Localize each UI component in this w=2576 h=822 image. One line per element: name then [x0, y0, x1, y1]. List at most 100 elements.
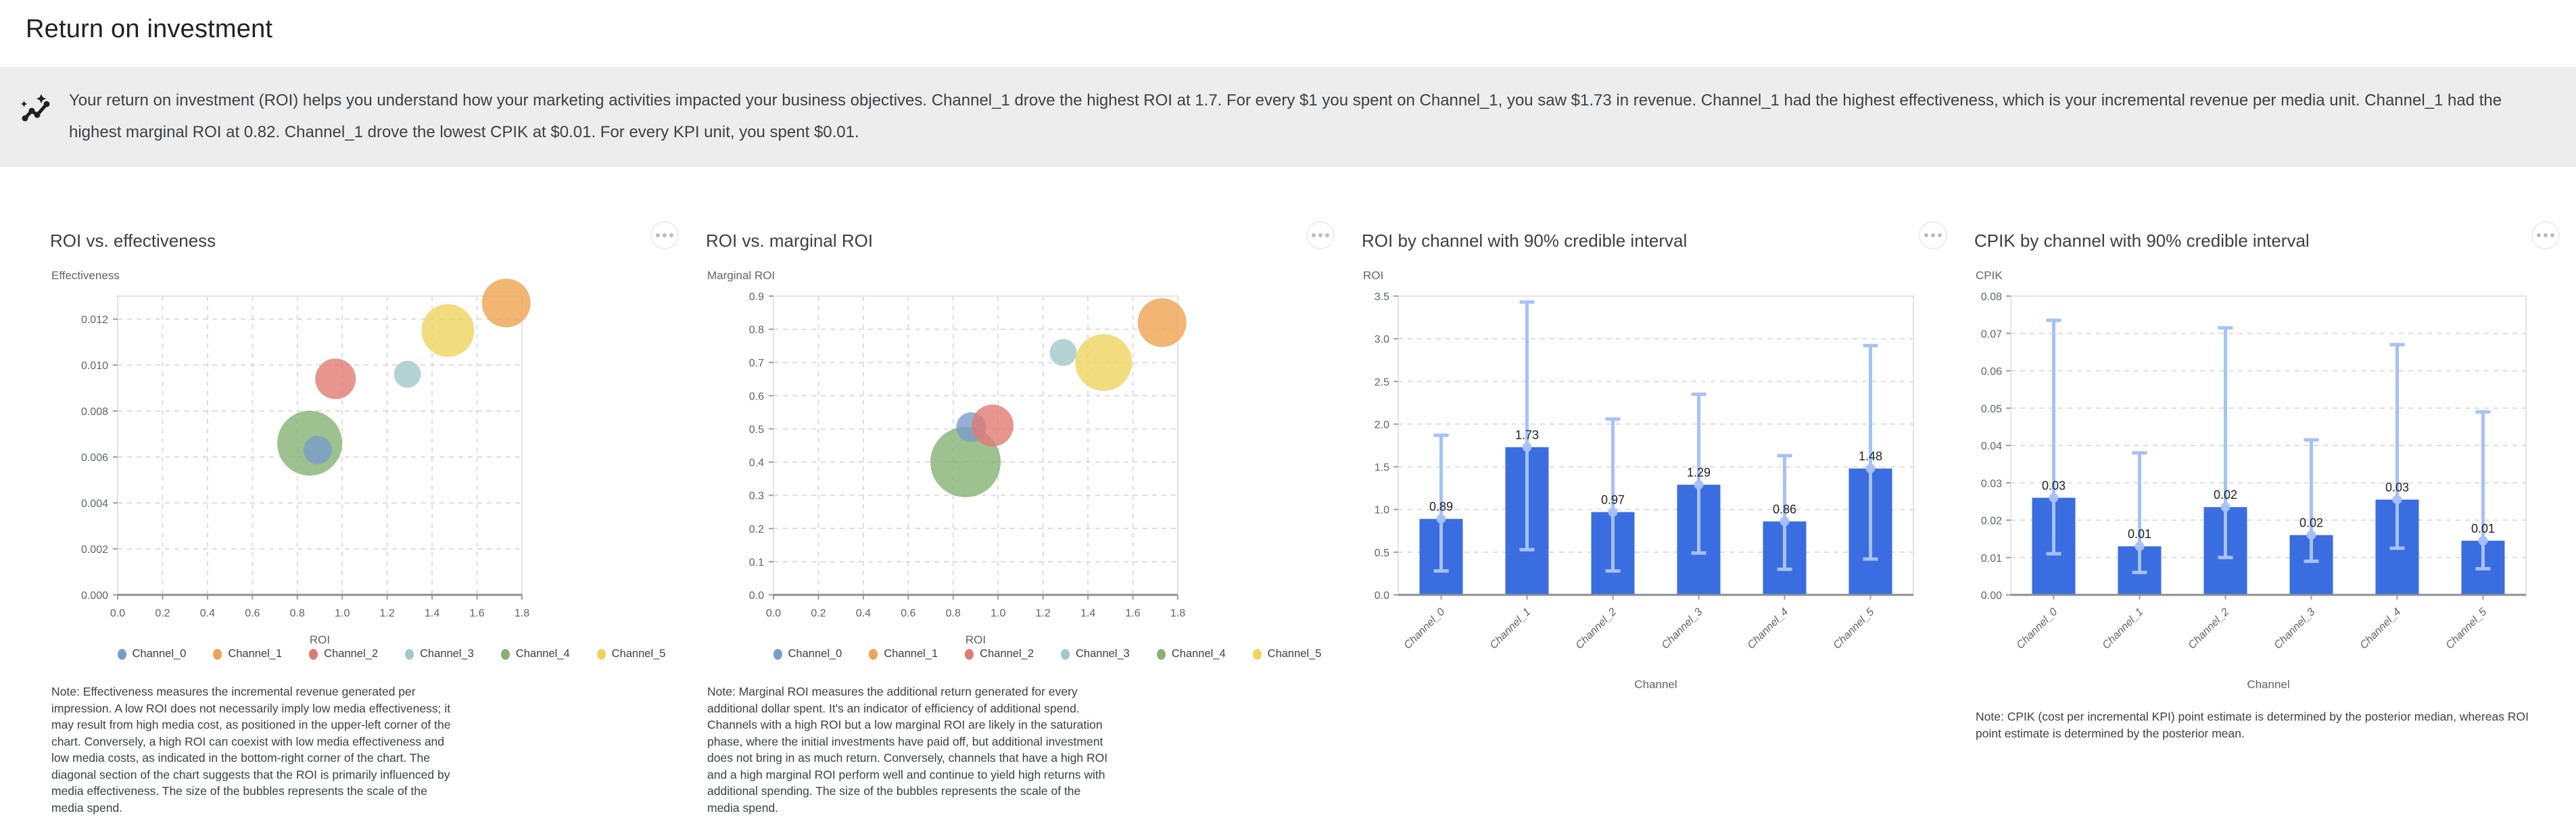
bar-value-label: 0.01	[2128, 527, 2151, 541]
chart-title: ROI vs. effectiveness	[50, 231, 216, 251]
bubble-Channel_5	[1075, 334, 1132, 391]
bar-value-label: 0.01	[2471, 522, 2495, 535]
tick-label: 0.002	[81, 544, 108, 556]
category-label: Channel_3	[2272, 606, 2318, 652]
bar-value-label: 0.03	[2042, 479, 2066, 492]
legend-dot-icon	[213, 648, 222, 660]
more-horizontal-icon[interactable]	[650, 221, 679, 249]
legend-item-Channel_3: Channel_3	[1061, 648, 1130, 660]
bar-value-label: 1.29	[1687, 466, 1711, 479]
point-estimate-marker	[1522, 442, 1532, 452]
x-axis-title: ROI	[310, 633, 330, 646]
point-estimate-marker	[2220, 502, 2231, 512]
tick-label: 1.2	[1036, 608, 1051, 619]
tick-label: 1.6	[1125, 608, 1140, 619]
bubble-Channel_5	[421, 304, 475, 357]
category-label: Channel_5	[1832, 606, 1877, 652]
legend-item-Channel_0: Channel_0	[773, 648, 842, 660]
chart-header: CPIK by channel with 90% credible interv…	[1974, 221, 2560, 251]
chart-legend: Channel_0 Channel_1 Channel_2 Channel_3 Chan…	[104, 648, 679, 660]
tick-label: 0.02	[1981, 516, 2002, 527]
x-axis-title: Channel	[1634, 678, 1677, 691]
legend-label: Channel_4	[515, 648, 570, 660]
scatter-plot-roi-effectiveness: 0.0 0.2 0.4 0.6 0.8 1.0 1.2 1.4 1.6 1.8 0.000 0.002…	[81, 279, 531, 646]
tick-label: 0.6	[901, 608, 915, 619]
legend-dot-icon	[773, 648, 782, 660]
chart-header: ROI by channel with 90% credible interva…	[1362, 221, 1947, 251]
legend-item-Channel_3: Channel_3	[405, 648, 474, 660]
legend-label: Channel_5	[1267, 648, 1322, 660]
tick-label: 0.2	[811, 608, 826, 619]
legend-label: Channel_3	[420, 648, 474, 660]
chart-card-roi-by-channel: ROI by channel with 90% credible interva…	[1362, 221, 1947, 698]
category-label: Channel_4	[1746, 606, 1791, 652]
legend-item-Channel_5: Channel_5	[1252, 648, 1322, 660]
point-estimate-marker	[2134, 541, 2145, 552]
tick-label: 0.010	[81, 360, 108, 372]
tick-label: 0.4	[749, 458, 764, 469]
category-label: Channel_2	[1574, 606, 1619, 652]
legend-dot-icon	[1061, 648, 1070, 660]
legend-dot-icon	[309, 648, 318, 660]
more-horizontal-icon[interactable]	[2531, 221, 2560, 249]
tick-label: 0.012	[81, 314, 108, 326]
charts-row: ROI vs. effectiveness Effectiveness 0.0 0…	[0, 167, 2576, 816]
chart-note: Note: Marginal ROI measures the addition…	[707, 685, 1108, 815]
tick-label: 0.4	[856, 608, 871, 619]
chart-header: ROI vs. effectiveness	[50, 221, 679, 251]
chart-card-cpik-by-channel: CPIK by channel with 90% credible interv…	[1974, 221, 2560, 742]
category-label: Channel_0	[2015, 606, 2060, 652]
legend-item-Channel_0: Channel_0	[117, 648, 186, 660]
legend-item-Channel_2: Channel_2	[965, 648, 1034, 660]
bubble-Channel_0	[303, 435, 332, 464]
legend-item-Channel_1: Channel_1	[869, 648, 938, 660]
legend-label: Channel_5	[611, 648, 666, 660]
legend-label: Channel_2	[324, 648, 378, 660]
chart-card-roi-vs-effectiveness: ROI vs. effectiveness Effectiveness 0.0 0…	[50, 221, 679, 816]
more-horizontal-icon[interactable]	[1919, 221, 1947, 249]
tick-label: 1.6	[469, 608, 484, 619]
tick-label: 3.5	[1375, 291, 1389, 303]
insight-text: Your return on investment (ROI) helps yo…	[69, 91, 2502, 141]
tick-label: 0.07	[1981, 329, 2002, 340]
more-horizontal-icon[interactable]	[1306, 221, 1335, 249]
tick-label: 1.8	[1170, 608, 1185, 619]
y-axis-title: Marginal ROI	[707, 269, 776, 282]
tick-label: 0.6	[749, 391, 764, 402]
y-axis-title: Effectiveness	[51, 269, 120, 282]
legend-item-Channel_2: Channel_2	[309, 648, 378, 660]
tick-label: 0.0	[1375, 590, 1389, 602]
chart-title: CPIK by channel with 90% credible interv…	[1974, 231, 2310, 251]
plot-border	[1398, 295, 1914, 596]
legend-label: Channel_2	[980, 648, 1034, 660]
point-estimate-marker	[2306, 530, 2316, 540]
tick-label: 1.4	[1080, 608, 1095, 619]
scatter-plot-roi-marginal-roi: 0.0 0.2 0.4 0.6 0.8 1.0 1.2 1.4 1.6 1.8 0.0 0.1 0.2 0…	[749, 291, 1187, 646]
tick-label: 0.2	[155, 608, 170, 619]
bubble-Channel_3	[1049, 339, 1077, 366]
tick-label: 0.5	[1375, 548, 1389, 559]
point-estimate-marker	[1694, 480, 1704, 490]
legend-label: Channel_0	[788, 648, 842, 660]
bar-value-label: 1.48	[1859, 450, 1882, 463]
legend-dot-icon	[500, 648, 510, 660]
tick-label: 0.08	[1981, 291, 2002, 303]
category-label: Channel_2	[2187, 606, 2232, 652]
legend-label: Channel_4	[1171, 648, 1226, 660]
page-title: Return on investment	[26, 15, 273, 43]
x-axis-title: Channel	[2247, 678, 2289, 691]
point-estimate-marker	[1865, 464, 1876, 474]
category-label: Channel_5	[2444, 606, 2489, 652]
tick-label: 0.1	[749, 557, 764, 569]
tick-label: 0.0	[110, 608, 125, 619]
bar-value-label: 0.02	[2299, 516, 2323, 530]
bubble-Channel_4	[930, 427, 1001, 498]
tick-label: 0.8	[946, 608, 961, 619]
tick-label: 1.2	[380, 608, 395, 619]
insights-icon	[20, 94, 51, 124]
tick-label: 3.0	[1375, 334, 1389, 345]
bar-value-label: 1.73	[1515, 429, 1539, 442]
tick-label: 0.0	[749, 590, 764, 602]
legend-item-Channel_5: Channel_5	[596, 648, 666, 660]
